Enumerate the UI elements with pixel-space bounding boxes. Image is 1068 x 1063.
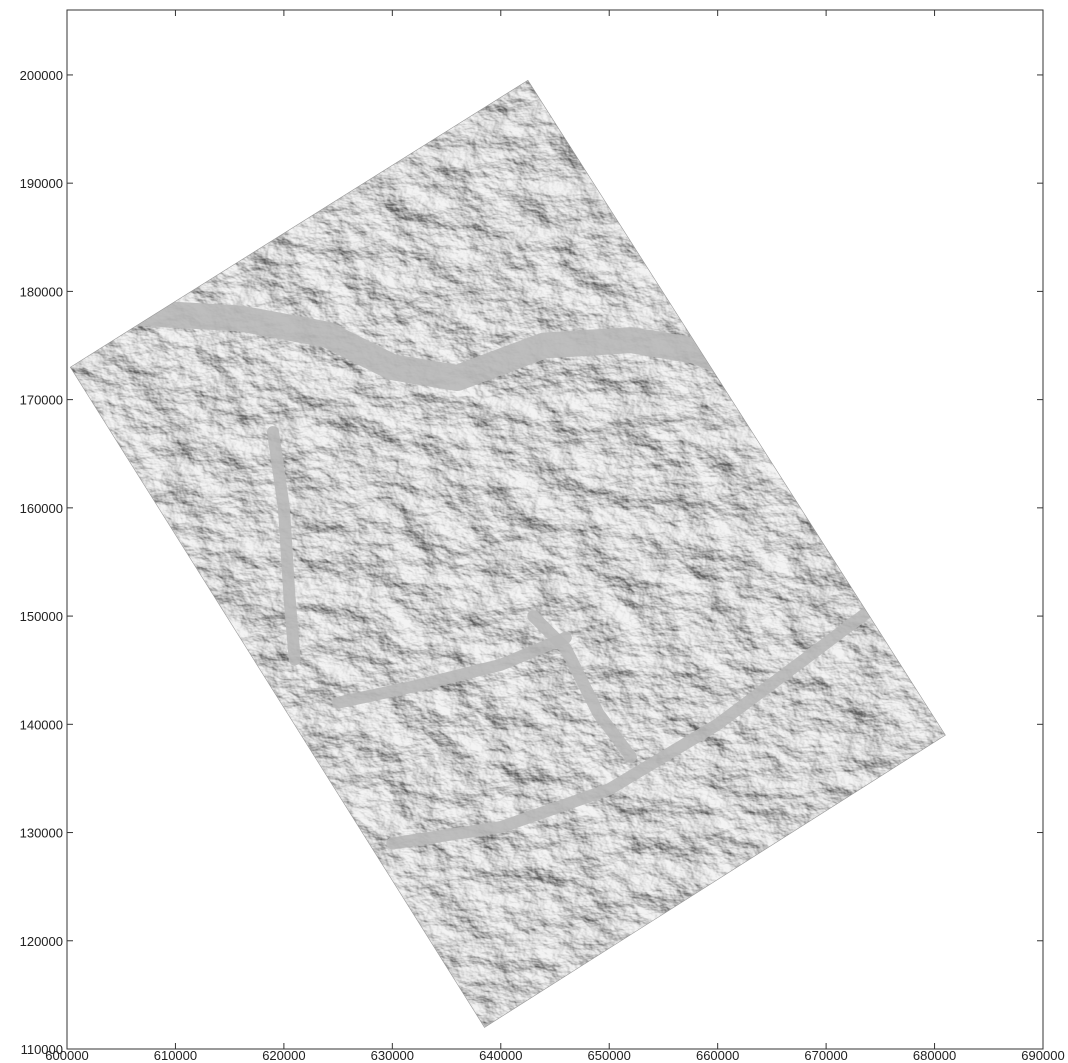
valley-floor bbox=[386, 588, 898, 850]
valley-layer bbox=[129, 300, 898, 850]
x-tick-label: 670000 bbox=[804, 1048, 847, 1063]
y-tick-label: 110000 bbox=[21, 1042, 63, 1057]
hillshade-texture bbox=[70, 80, 946, 1028]
y-tick-label: 160000 bbox=[20, 501, 63, 516]
y-tick-label: 130000 bbox=[20, 826, 63, 841]
x-tick-label: 630000 bbox=[371, 1048, 414, 1063]
y-tick-label: 170000 bbox=[20, 393, 63, 408]
x-tick-label: 600000 bbox=[45, 1048, 88, 1063]
valley-floor bbox=[332, 631, 572, 709]
y-axis: 110000 120000 130000 140000 150000 160000 1700… bbox=[20, 68, 1043, 1057]
valley-floor bbox=[267, 426, 301, 666]
y-tick-label: 120000 bbox=[20, 934, 63, 949]
x-tick-label: 640000 bbox=[479, 1048, 522, 1063]
valley-floor bbox=[129, 300, 774, 391]
x-tick-label: 610000 bbox=[154, 1048, 197, 1063]
y-tick-label: 200000 bbox=[20, 68, 63, 83]
map-frame bbox=[66, 9, 1044, 1050]
x-tick-label: 680000 bbox=[913, 1048, 956, 1063]
y-tick-label: 180000 bbox=[20, 284, 63, 299]
relief-raster bbox=[70, 80, 946, 1028]
x-axis: 600000 610000 620000 630000 640000 650000 6600… bbox=[45, 10, 1065, 1063]
valley-floor bbox=[527, 610, 637, 763]
x-tick-label: 690000 bbox=[1021, 1048, 1064, 1063]
x-tick-label: 620000 bbox=[262, 1048, 305, 1063]
y-tick-label: 140000 bbox=[20, 717, 63, 732]
y-tick-label: 190000 bbox=[20, 176, 63, 191]
x-tick-label: 650000 bbox=[588, 1048, 631, 1063]
x-tick-label: 660000 bbox=[696, 1048, 739, 1063]
raster-outline bbox=[69, 79, 946, 1028]
y-tick-label: 150000 bbox=[20, 609, 63, 624]
